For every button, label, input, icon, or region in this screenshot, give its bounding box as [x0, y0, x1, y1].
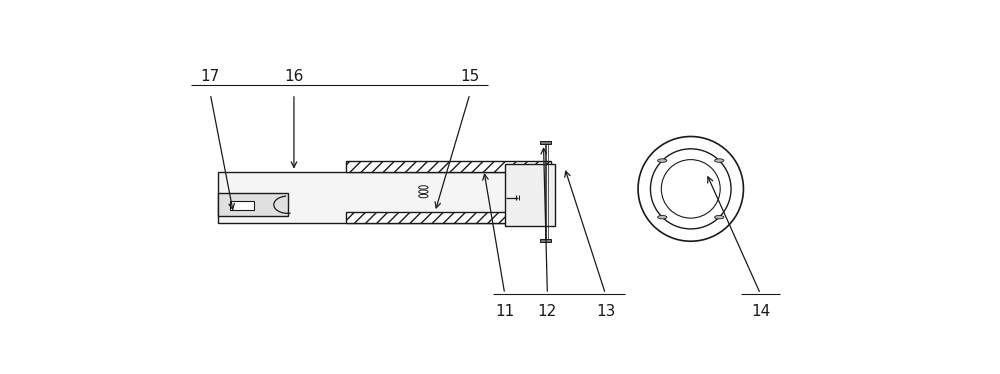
Bar [218, 172, 512, 223]
Text: 15: 15 [460, 69, 480, 84]
Text: 14: 14 [751, 304, 770, 319]
Bar [230, 201, 254, 211]
Text: 16: 16 [284, 69, 304, 84]
Ellipse shape [661, 160, 720, 218]
Bar [505, 165, 555, 226]
Circle shape [715, 159, 724, 162]
Bar [540, 141, 551, 144]
Bar [346, 212, 551, 223]
Ellipse shape [650, 149, 731, 229]
Circle shape [419, 190, 428, 193]
Circle shape [715, 215, 724, 219]
Circle shape [419, 186, 428, 189]
Text: 13: 13 [596, 304, 615, 319]
Bar [540, 239, 551, 242]
Ellipse shape [638, 137, 743, 241]
Text: 11: 11 [495, 304, 514, 319]
Bar [346, 161, 551, 172]
Circle shape [419, 194, 428, 198]
Circle shape [658, 159, 667, 162]
Text: 12: 12 [538, 304, 557, 319]
Text: 17: 17 [201, 69, 220, 84]
Circle shape [658, 215, 667, 219]
Bar [218, 193, 288, 216]
